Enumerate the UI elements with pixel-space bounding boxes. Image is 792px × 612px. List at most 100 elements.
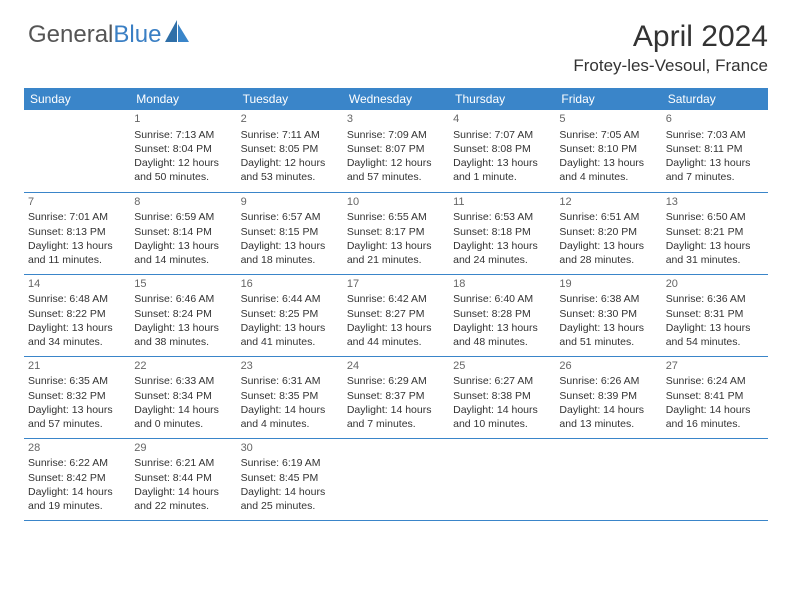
sunset-text: Sunset: 8:35 PM [241, 389, 339, 403]
sunrise-text: Sunrise: 6:19 AM [241, 456, 339, 470]
daylight-text: Daylight: 13 hours [559, 239, 657, 253]
sunset-text: Sunset: 8:10 PM [559, 142, 657, 156]
daylight-text: Daylight: 13 hours [134, 239, 232, 253]
sunrise-text: Sunrise: 6:24 AM [666, 374, 764, 388]
day-number: 15 [134, 277, 232, 292]
page-header: GeneralBlue April 2024 Frotey-les-Vesoul… [24, 20, 768, 76]
calendar-week-row: 14Sunrise: 6:48 AMSunset: 8:22 PMDayligh… [24, 274, 768, 356]
weekday-header: Wednesday [343, 88, 449, 110]
daylight-text: and 19 minutes. [28, 499, 126, 513]
sunrise-text: Sunrise: 6:36 AM [666, 292, 764, 306]
day-number: 12 [559, 195, 657, 210]
calendar-day-cell: 19Sunrise: 6:38 AMSunset: 8:30 PMDayligh… [555, 274, 661, 356]
calendar-day-cell: 10Sunrise: 6:55 AMSunset: 8:17 PMDayligh… [343, 192, 449, 274]
daylight-text: Daylight: 13 hours [241, 239, 339, 253]
calendar-day-cell: 1Sunrise: 7:13 AMSunset: 8:04 PMDaylight… [130, 110, 236, 192]
daylight-text: and 7 minutes. [666, 170, 764, 184]
daylight-text: and 57 minutes. [347, 170, 445, 184]
sunrise-text: Sunrise: 6:33 AM [134, 374, 232, 388]
sunrise-text: Sunrise: 7:07 AM [453, 128, 551, 142]
daylight-text: and 31 minutes. [666, 253, 764, 267]
day-number: 23 [241, 359, 339, 374]
day-number: 13 [666, 195, 764, 210]
sunset-text: Sunset: 8:18 PM [453, 225, 551, 239]
calendar-day-cell: 8Sunrise: 6:59 AMSunset: 8:14 PMDaylight… [130, 192, 236, 274]
daylight-text: Daylight: 14 hours [453, 403, 551, 417]
day-number: 8 [134, 195, 232, 210]
sunset-text: Sunset: 8:04 PM [134, 142, 232, 156]
day-number: 20 [666, 277, 764, 292]
daylight-text: Daylight: 13 hours [28, 403, 126, 417]
daylight-text: Daylight: 14 hours [134, 403, 232, 417]
weekday-header: Sunday [24, 88, 130, 110]
sunset-text: Sunset: 8:44 PM [134, 471, 232, 485]
daylight-text: and 44 minutes. [347, 335, 445, 349]
calendar-day-cell: 25Sunrise: 6:27 AMSunset: 8:38 PMDayligh… [449, 356, 555, 438]
sunrise-text: Sunrise: 6:26 AM [559, 374, 657, 388]
calendar-day-cell: 20Sunrise: 6:36 AMSunset: 8:31 PMDayligh… [662, 274, 768, 356]
sunset-text: Sunset: 8:32 PM [28, 389, 126, 403]
weekday-header: Saturday [662, 88, 768, 110]
calendar-day-cell: 6Sunrise: 7:03 AMSunset: 8:11 PMDaylight… [662, 110, 768, 192]
day-number: 21 [28, 359, 126, 374]
sunrise-text: Sunrise: 6:27 AM [453, 374, 551, 388]
day-number: 17 [347, 277, 445, 292]
calendar-day-cell: 5Sunrise: 7:05 AMSunset: 8:10 PMDaylight… [555, 110, 661, 192]
daylight-text: and 1 minute. [453, 170, 551, 184]
day-number: 30 [241, 441, 339, 456]
weekday-header: Tuesday [237, 88, 343, 110]
daylight-text: and 16 minutes. [666, 417, 764, 431]
calendar-day-cell: 26Sunrise: 6:26 AMSunset: 8:39 PMDayligh… [555, 356, 661, 438]
sunrise-text: Sunrise: 7:13 AM [134, 128, 232, 142]
calendar-day-cell: 22Sunrise: 6:33 AMSunset: 8:34 PMDayligh… [130, 356, 236, 438]
daylight-text: Daylight: 13 hours [453, 239, 551, 253]
sunset-text: Sunset: 8:34 PM [134, 389, 232, 403]
daylight-text: Daylight: 14 hours [347, 403, 445, 417]
weekday-header: Friday [555, 88, 661, 110]
daylight-text: and 0 minutes. [134, 417, 232, 431]
sunset-text: Sunset: 8:20 PM [559, 225, 657, 239]
daylight-text: Daylight: 12 hours [347, 156, 445, 170]
daylight-text: and 22 minutes. [134, 499, 232, 513]
calendar-day-cell [24, 110, 130, 192]
calendar-day-cell: 16Sunrise: 6:44 AMSunset: 8:25 PMDayligh… [237, 274, 343, 356]
daylight-text: and 4 minutes. [559, 170, 657, 184]
sunrise-text: Sunrise: 6:50 AM [666, 210, 764, 224]
daylight-text: Daylight: 14 hours [241, 485, 339, 499]
calendar-day-cell: 12Sunrise: 6:51 AMSunset: 8:20 PMDayligh… [555, 192, 661, 274]
sunrise-text: Sunrise: 6:57 AM [241, 210, 339, 224]
calendar-day-cell: 29Sunrise: 6:21 AMSunset: 8:44 PMDayligh… [130, 438, 236, 520]
calendar-day-cell: 24Sunrise: 6:29 AMSunset: 8:37 PMDayligh… [343, 356, 449, 438]
sunrise-text: Sunrise: 7:03 AM [666, 128, 764, 142]
sunrise-text: Sunrise: 6:42 AM [347, 292, 445, 306]
day-number: 27 [666, 359, 764, 374]
daylight-text: Daylight: 14 hours [28, 485, 126, 499]
daylight-text: Daylight: 13 hours [666, 156, 764, 170]
calendar-body: 1Sunrise: 7:13 AMSunset: 8:04 PMDaylight… [24, 110, 768, 520]
calendar-day-cell: 15Sunrise: 6:46 AMSunset: 8:24 PMDayligh… [130, 274, 236, 356]
sunset-text: Sunset: 8:31 PM [666, 307, 764, 321]
logo-sail-icon [165, 20, 191, 49]
daylight-text: Daylight: 14 hours [134, 485, 232, 499]
sunset-text: Sunset: 8:42 PM [28, 471, 126, 485]
sunset-text: Sunset: 8:37 PM [347, 389, 445, 403]
sunrise-text: Sunrise: 6:31 AM [241, 374, 339, 388]
month-title: April 2024 [573, 20, 768, 54]
daylight-text: Daylight: 14 hours [559, 403, 657, 417]
sunset-text: Sunset: 8:14 PM [134, 225, 232, 239]
sunrise-text: Sunrise: 6:38 AM [559, 292, 657, 306]
day-number: 18 [453, 277, 551, 292]
sunset-text: Sunset: 8:25 PM [241, 307, 339, 321]
daylight-text: Daylight: 12 hours [134, 156, 232, 170]
day-number: 24 [347, 359, 445, 374]
calendar-day-cell: 4Sunrise: 7:07 AMSunset: 8:08 PMDaylight… [449, 110, 555, 192]
calendar-day-cell: 11Sunrise: 6:53 AMSunset: 8:18 PMDayligh… [449, 192, 555, 274]
sunrise-text: Sunrise: 6:40 AM [453, 292, 551, 306]
calendar-day-cell: 27Sunrise: 6:24 AMSunset: 8:41 PMDayligh… [662, 356, 768, 438]
daylight-text: Daylight: 13 hours [666, 321, 764, 335]
daylight-text: and 38 minutes. [134, 335, 232, 349]
sunrise-text: Sunrise: 6:51 AM [559, 210, 657, 224]
daylight-text: Daylight: 13 hours [559, 321, 657, 335]
calendar-header-row: SundayMondayTuesdayWednesdayThursdayFrid… [24, 88, 768, 110]
calendar-day-cell [555, 438, 661, 520]
